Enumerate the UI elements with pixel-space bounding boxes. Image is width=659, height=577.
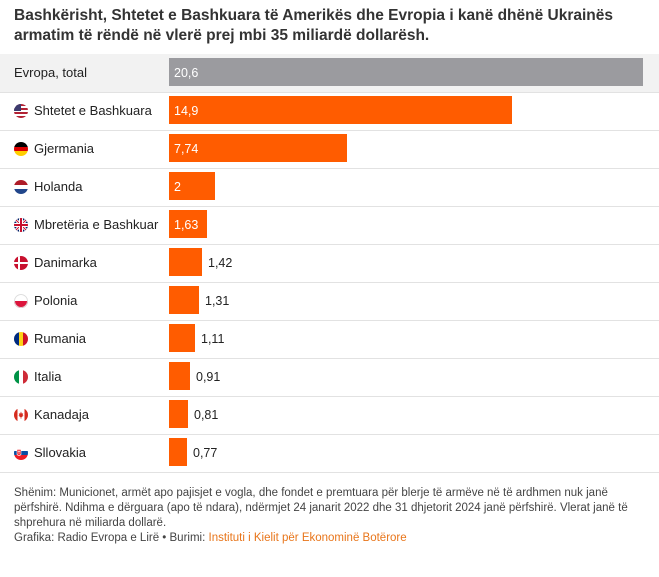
category-label: Sllovakia <box>34 445 87 460</box>
bar-row-italia: Italia 0,91 <box>0 358 659 397</box>
bar-row-shtetet-e-bashkuara: Shtetet e Bashkuara 14,9 <box>0 92 659 131</box>
category-label: Polonia <box>34 293 78 308</box>
category-label: Danimarka <box>34 255 97 270</box>
category-label: Gjermania <box>34 141 94 156</box>
value-label: 0,81 <box>194 408 219 422</box>
ro-flag-icon <box>14 332 28 346</box>
category-label: Mbretëria e Bashkuar <box>34 217 159 232</box>
bar-row-kanadaja: Kanadaja 0,81 <box>0 396 659 435</box>
category-label: Holanda <box>34 179 83 194</box>
value-label: 1,31 <box>205 294 230 308</box>
bar-row-rumania: Rumania 1,11 <box>0 320 659 359</box>
category-label: Italia <box>34 369 62 384</box>
chart-note: Shënim: Municionet, armët apo pajisjet e… <box>14 487 628 529</box>
bar-row-mbreteria-e-bashkuar: Mbretëria e Bashkuar 1,63 <box>0 206 659 245</box>
bar-row-danimarka: Danimarka 1,42 <box>0 244 659 283</box>
bar-row-evropa-total: Evropa, total 20,6 <box>0 54 659 93</box>
us-flag-icon <box>14 104 28 118</box>
bar <box>169 134 347 162</box>
chart-footer: Shënim: Municionet, armët apo pajisjet e… <box>14 486 644 546</box>
bar-row-holanda: Holanda 2 <box>0 168 659 207</box>
bar <box>169 210 207 238</box>
bar <box>169 400 188 428</box>
bar <box>169 438 187 466</box>
value-label: 2 <box>174 180 181 194</box>
de-flag-icon <box>14 142 28 156</box>
bar-row-gjermania: Gjermania 7,74 <box>0 130 659 169</box>
chart-title: Bashkërisht, Shtetet e Bashkuara të Amer… <box>14 7 613 44</box>
category-label: Evropa, total <box>14 65 87 80</box>
source-link[interactable]: Instituti i Kielit për Ekonominë Botëror… <box>208 532 407 544</box>
gb-flag-icon <box>14 218 28 232</box>
bar <box>169 362 190 390</box>
bar <box>169 324 195 352</box>
value-label: 7,74 <box>174 142 199 156</box>
ca-flag-icon <box>14 408 28 422</box>
bar <box>169 172 215 200</box>
sk-flag-icon <box>14 446 28 460</box>
value-label: 1,63 <box>174 218 199 232</box>
chart-credit: Grafika: Radio Evropa e Lirë • Burimi: I… <box>14 531 644 546</box>
bar <box>169 286 199 314</box>
bar-row-sllovakia: Sllovakia 0,77 <box>0 434 659 473</box>
value-label: 0,91 <box>196 370 221 384</box>
bar <box>169 248 202 276</box>
value-label: 20,6 <box>174 66 199 80</box>
category-label: Shtetet e Bashkuara <box>34 103 152 118</box>
bar <box>169 58 643 86</box>
bar <box>169 96 512 124</box>
value-label: 1,11 <box>201 332 225 346</box>
category-label: Rumania <box>34 331 87 346</box>
dk-flag-icon <box>14 256 28 270</box>
value-label: 14,9 <box>174 104 199 118</box>
value-label: 1,42 <box>208 256 233 270</box>
credit-prefix: Grafika: Radio Evropa e Lirë • Burimi: <box>14 532 209 544</box>
category-label: Kanadaja <box>34 407 89 422</box>
nl-flag-icon <box>14 180 28 194</box>
it-flag-icon <box>14 370 28 384</box>
bar-row-polonia: Polonia 1,31 <box>0 282 659 321</box>
pl-flag-icon <box>14 294 28 308</box>
value-label: 0,77 <box>193 446 218 460</box>
